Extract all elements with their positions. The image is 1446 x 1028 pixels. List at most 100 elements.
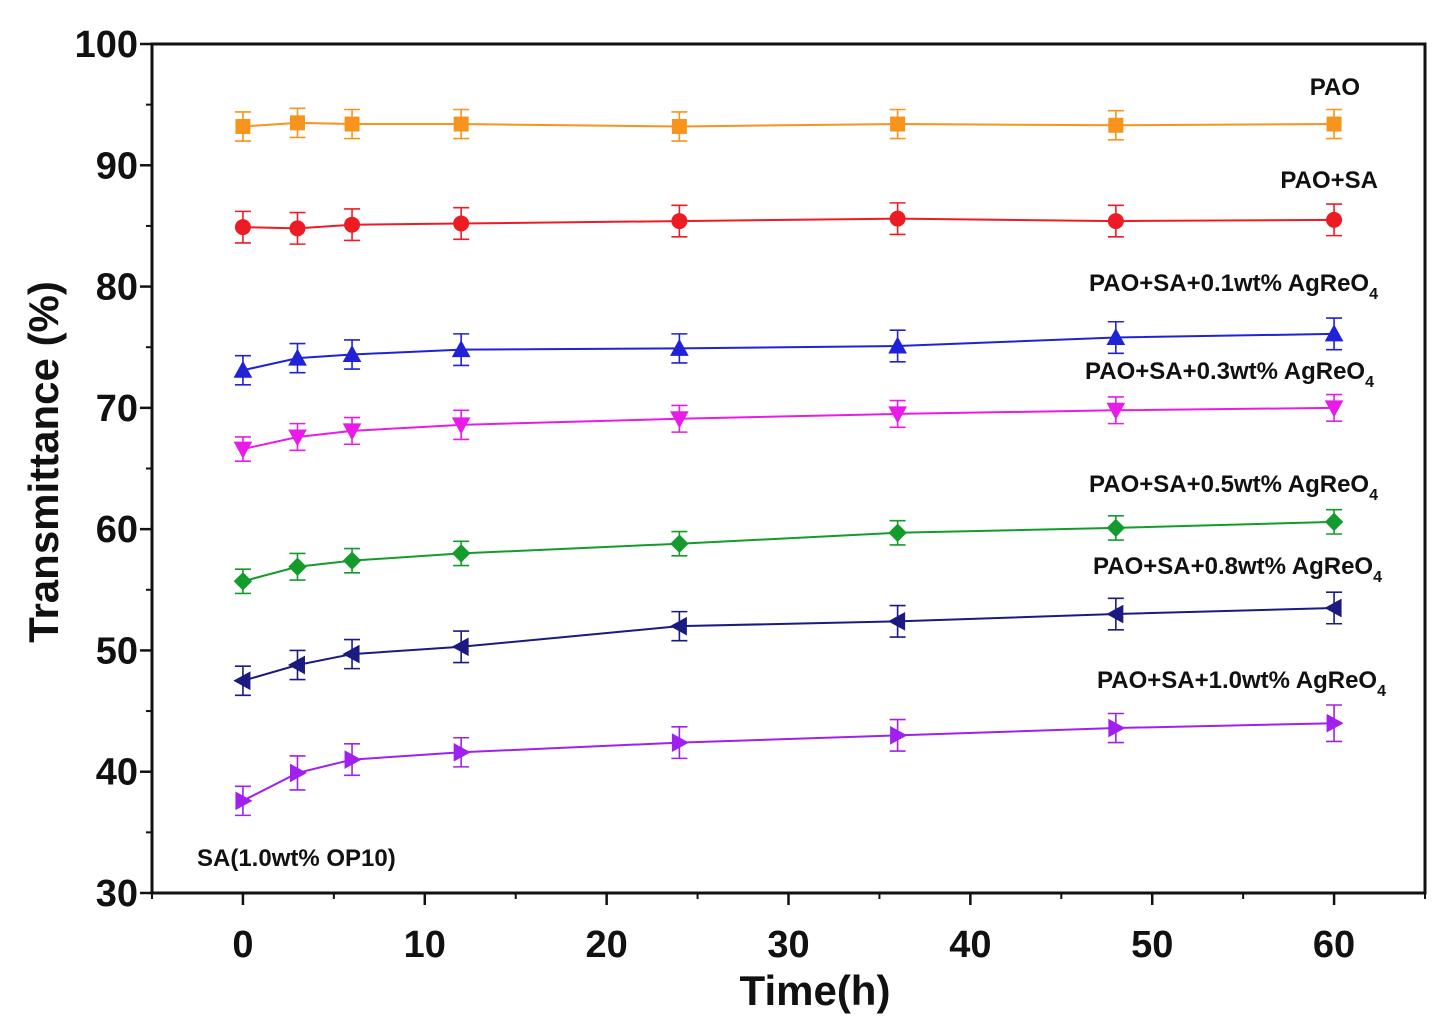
data-point	[234, 219, 251, 236]
data-point	[235, 118, 251, 134]
data-point	[890, 725, 908, 745]
y-tick-label: 30	[96, 873, 138, 915]
series-line	[242, 121, 1335, 128]
data-point	[288, 429, 307, 447]
data-point	[287, 655, 305, 675]
x-tick-label: 30	[767, 924, 809, 966]
series-label: PAO+SA+0.3wt% AgReO4	[1085, 358, 1374, 391]
plot-frame	[150, 42, 1427, 895]
x-tick-label: 60	[1313, 924, 1355, 966]
series-label: PAO+SA+0.8wt% AgReO4	[1093, 553, 1382, 586]
data-point	[671, 733, 689, 752]
ticks: 0 10 20 30 40 50 60 30 40 50 60 70 80 90 100	[75, 24, 1426, 966]
data-point	[289, 115, 305, 131]
series-label: PAO+SA	[1280, 167, 1378, 194]
data-point	[670, 411, 689, 429]
data-point	[1326, 116, 1342, 132]
data-point	[453, 742, 471, 762]
data-point	[344, 750, 362, 769]
series-3	[233, 393, 1344, 463]
y-tick-label: 70	[96, 388, 138, 430]
series-1	[234, 202, 1343, 245]
data-point	[342, 644, 360, 664]
data-point	[453, 116, 469, 132]
data-point	[1108, 718, 1126, 738]
data-point	[888, 611, 906, 631]
series-4	[233, 508, 1344, 595]
data-point	[235, 791, 253, 811]
series-label: PAO+SA+1.0wt% AgReO4	[1097, 667, 1386, 700]
data-point	[1324, 400, 1344, 418]
series-label: PAO	[1310, 74, 1360, 101]
data-point	[288, 557, 307, 576]
data-point	[344, 116, 360, 132]
data-point	[451, 417, 471, 435]
sample-note: SA(1.0wt% OP10)	[197, 845, 396, 872]
data-point	[890, 116, 906, 132]
data-point	[233, 671, 251, 691]
data-point	[888, 406, 907, 424]
data-point	[342, 344, 362, 362]
y-tick-label: 90	[96, 145, 138, 187]
y-tick-label: 50	[96, 630, 138, 672]
data-point	[1107, 213, 1124, 230]
data-point	[451, 544, 471, 563]
y-tick-label: 80	[96, 267, 138, 309]
data-point	[1326, 211, 1343, 228]
data-point	[342, 551, 362, 570]
data-point	[1324, 324, 1344, 342]
data-point	[233, 441, 253, 459]
series-label: PAO+SA+0.5wt% AgReO4	[1089, 471, 1378, 504]
data-point	[1106, 327, 1126, 346]
data-point	[289, 763, 308, 783]
data-point	[889, 210, 906, 227]
data-point	[451, 637, 469, 657]
data-point	[1324, 598, 1342, 618]
series-2	[233, 317, 1344, 386]
data-point	[288, 348, 307, 366]
data-point	[669, 616, 687, 636]
series-line	[242, 406, 1335, 451]
series-label: PAO+SA+0.1wt% AgReO4	[1089, 270, 1378, 303]
x-tick-label: 20	[586, 924, 628, 966]
series-5	[233, 591, 1343, 697]
x-tick-label: 10	[404, 924, 446, 966]
x-axis-title: Time(h)	[740, 967, 891, 1014]
series-labels: PAO PAO+SA PAO+SA+0.1wt% AgReO4 PAO+SA+0.3w…	[1085, 74, 1386, 700]
series-line	[242, 520, 1335, 583]
data-point	[1326, 713, 1344, 733]
data-point	[233, 360, 253, 378]
data-point	[888, 523, 907, 542]
axes	[150, 42, 1427, 895]
data-point	[1106, 518, 1126, 538]
x-tick-label: 0	[232, 924, 253, 966]
series-0	[234, 107, 1343, 142]
data-point	[671, 213, 688, 230]
x-tick-label: 50	[1131, 924, 1173, 966]
series-6	[234, 704, 1344, 817]
y-tick-label: 100	[75, 24, 138, 66]
data-point	[670, 338, 689, 356]
y-tick-label: 60	[96, 509, 138, 551]
y-tick-label: 40	[96, 752, 138, 794]
series	[233, 107, 1344, 817]
data-point	[671, 118, 687, 134]
series-line	[242, 606, 1335, 682]
series-line	[242, 217, 1335, 230]
data-point	[289, 220, 306, 237]
data-point	[1106, 402, 1126, 420]
x-tick-label: 40	[949, 924, 991, 966]
data-point	[670, 534, 689, 553]
data-point	[342, 423, 362, 441]
data-point	[1108, 117, 1124, 133]
data-point	[888, 336, 907, 354]
data-point	[233, 572, 253, 591]
series-line	[242, 722, 1335, 802]
y-axis-title: Transmittance (%)	[20, 281, 67, 643]
series-line	[242, 332, 1335, 372]
data-point	[453, 215, 470, 232]
data-point	[1324, 512, 1344, 532]
data-point	[451, 340, 471, 358]
data-point	[1106, 604, 1124, 624]
